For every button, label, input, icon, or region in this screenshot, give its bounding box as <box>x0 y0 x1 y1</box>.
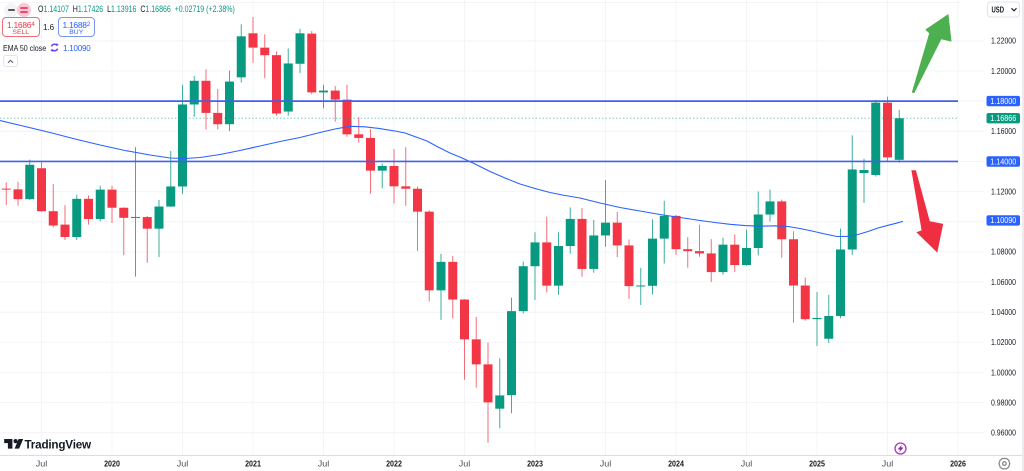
svg-text:2026: 2026 <box>950 459 966 468</box>
svg-text:1.06000: 1.06000 <box>991 278 1016 287</box>
svg-text:TradingView: TradingView <box>25 439 93 452</box>
svg-text:1.00000: 1.00000 <box>991 368 1016 377</box>
svg-text:1.04000: 1.04000 <box>991 308 1016 317</box>
svg-text:Jul: Jul <box>741 459 753 468</box>
svg-text:Jul: Jul <box>882 459 894 468</box>
svg-text:Jul: Jul <box>459 459 471 468</box>
svg-text:0.98000: 0.98000 <box>991 398 1016 407</box>
svg-text:USD: USD <box>992 6 1005 15</box>
svg-text:1.10090: 1.10090 <box>990 216 1016 225</box>
svg-text:0.96000: 0.96000 <box>991 429 1016 438</box>
svg-text:1.18000: 1.18000 <box>990 97 1016 106</box>
svg-text:Jul: Jul <box>36 459 48 468</box>
svg-text:Jul: Jul <box>177 459 189 468</box>
svg-text:Jul: Jul <box>600 459 612 468</box>
svg-text:1.08000: 1.08000 <box>991 248 1016 257</box>
svg-text:1.12000: 1.12000 <box>991 187 1016 196</box>
svg-text:2021: 2021 <box>245 459 261 468</box>
svg-text:1.14000: 1.14000 <box>990 157 1016 166</box>
svg-text:1.22000: 1.22000 <box>991 37 1016 46</box>
svg-text:2025: 2025 <box>809 459 825 468</box>
svg-text:1.16866: 1.16866 <box>990 114 1016 123</box>
svg-text:2024: 2024 <box>668 459 684 468</box>
svg-text:1.16000: 1.16000 <box>991 127 1016 136</box>
svg-text:1.20000: 1.20000 <box>991 67 1016 76</box>
svg-text:2023: 2023 <box>527 459 543 468</box>
svg-text:2022: 2022 <box>386 459 402 468</box>
svg-text:Jul: Jul <box>318 459 330 468</box>
svg-text:1.02000: 1.02000 <box>991 338 1016 347</box>
svg-text:2020: 2020 <box>104 459 120 468</box>
